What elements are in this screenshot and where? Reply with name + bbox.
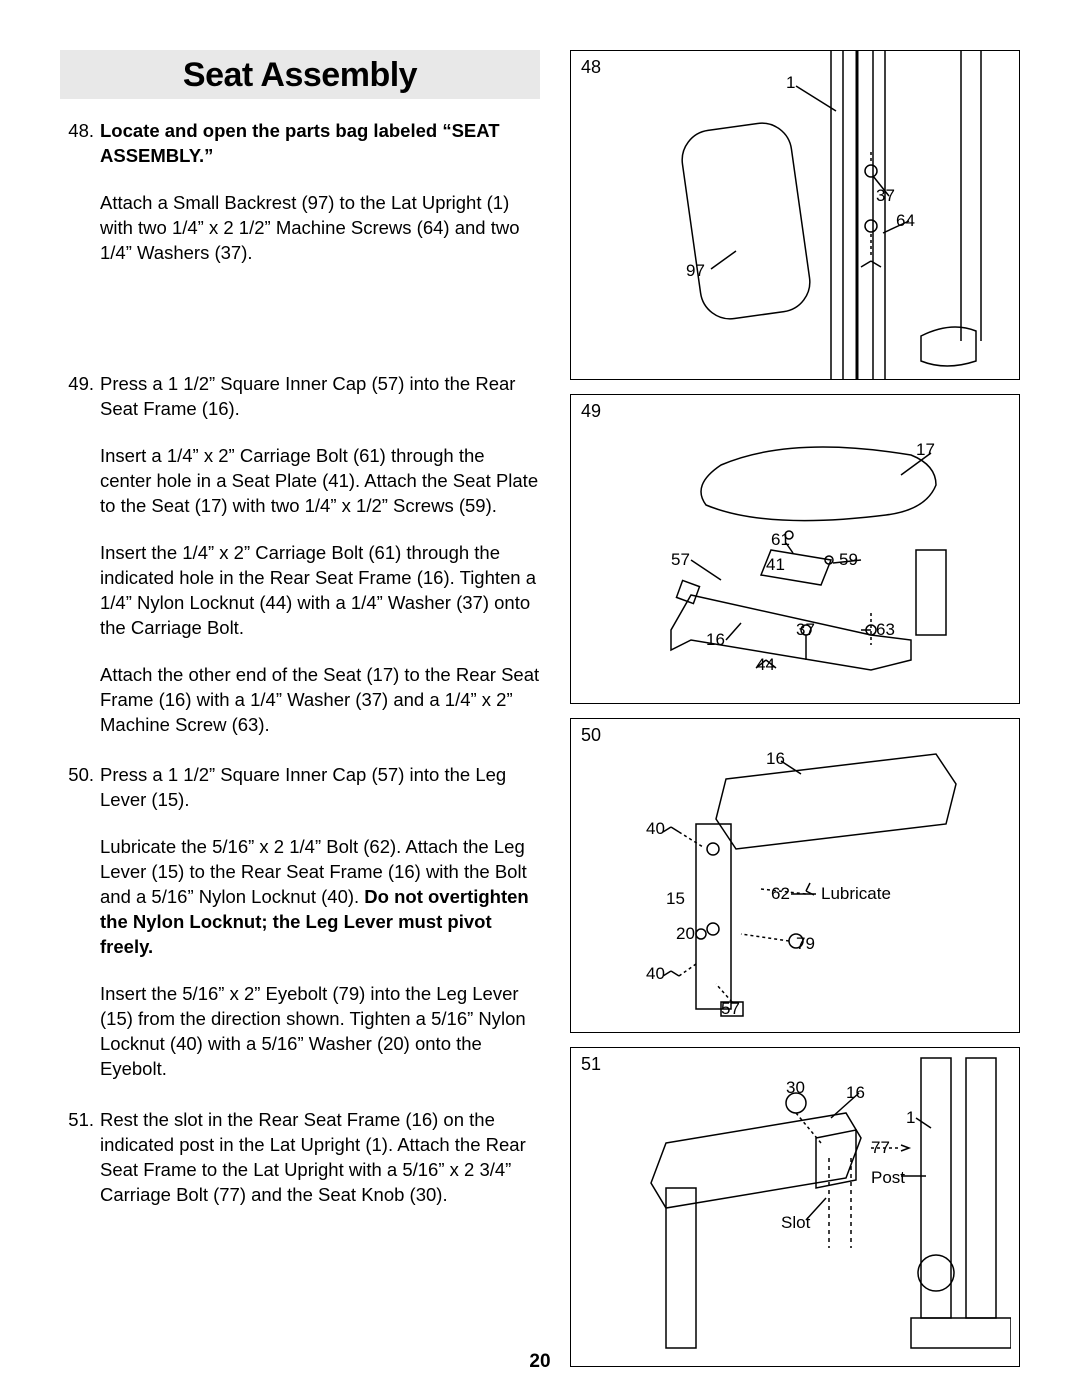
callout: Lubricate [821, 884, 891, 904]
callout: 44 [756, 655, 775, 675]
step-number: 51. [60, 1108, 100, 1208]
step-number: 50. [60, 763, 100, 1082]
callout: 17 [916, 440, 935, 460]
figure-49: 49 [570, 394, 1020, 704]
callout: 79 [796, 934, 815, 954]
callout: 57 [721, 999, 740, 1019]
callout: 64 [896, 211, 915, 231]
callout: Post [871, 1168, 905, 1188]
figure-number: 49 [581, 401, 601, 422]
callout: 40 [646, 964, 665, 984]
step-body: Rest the slot in the Rear Seat Frame (16… [100, 1108, 540, 1208]
callout: 37 [796, 620, 815, 640]
callout: 1 [906, 1108, 915, 1128]
section-title-bar: Seat Assembly [60, 50, 540, 99]
step-body: Press a 1 1/2” Square Inner Cap (57) int… [100, 372, 540, 738]
callout: 37 [876, 186, 895, 206]
section-title: Seat Assembly [60, 56, 540, 95]
step-number: 49. [60, 372, 100, 738]
callout: 15 [666, 889, 685, 909]
step-para: Lubricate the 5/16” x 2 1/4” Bolt (62). … [100, 835, 540, 960]
step-48: 48. Locate and open the parts bag labele… [60, 119, 540, 266]
step-para: Rest the slot in the Rear Seat Frame (16… [100, 1108, 540, 1208]
step-body: Press a 1 1/2” Square Inner Cap (57) int… [100, 763, 540, 1082]
step-para: Insert the 5/16” x 2” Eyebolt (79) into … [100, 982, 540, 1082]
callout: 16 [706, 630, 725, 650]
figures-column: 48 [570, 50, 1020, 1367]
callout: 59 [839, 550, 858, 570]
figure-number: 51 [581, 1054, 601, 1075]
figure-51: 51 [570, 1047, 1020, 1367]
step-para: Press a 1 1/2” Square Inner Cap (57) int… [100, 763, 540, 813]
diagram-50 [571, 719, 1011, 1033]
figure-50: 50 [570, 718, 1020, 1033]
callout: Slot [781, 1213, 810, 1233]
step-number: 48. [60, 119, 100, 266]
page-number: 20 [0, 1351, 1080, 1373]
step-body: Locate and open the parts bag labeled “S… [100, 119, 540, 266]
callout: 41 [766, 555, 785, 575]
diagram-48 [571, 51, 1011, 380]
instructions-column: Seat Assembly 48. Locate and open the pa… [60, 50, 550, 1367]
page-content: Seat Assembly 48. Locate and open the pa… [60, 50, 1020, 1367]
callout: 62 [771, 884, 790, 904]
figure-number: 48 [581, 57, 601, 78]
callout: 16 [846, 1083, 865, 1103]
figure-48: 48 [570, 50, 1020, 380]
figure-number: 50 [581, 725, 601, 746]
callout: 16 [766, 749, 785, 769]
step-para: Attach a Small Backrest (97) to the Lat … [100, 191, 540, 266]
step-50: 50. Press a 1 1/2” Square Inner Cap (57)… [60, 763, 540, 1082]
step-lead: Locate and open the parts bag labeled “S… [100, 119, 540, 169]
callout: 1 [786, 73, 795, 93]
step-para: Attach the other end of the Seat (17) to… [100, 663, 540, 738]
callout: 63 [876, 620, 895, 640]
callout: 61 [771, 530, 790, 550]
step-para: Press a 1 1/2” Square Inner Cap (57) int… [100, 372, 540, 422]
step-51: 51. Rest the slot in the Rear Seat Frame… [60, 1108, 540, 1208]
callout: 40 [646, 819, 665, 839]
diagram-49 [571, 395, 1011, 704]
callout: 97 [686, 261, 705, 281]
step-49: 49. Press a 1 1/2” Square Inner Cap (57)… [60, 372, 540, 738]
callout: 77 [871, 1138, 890, 1158]
step-para: Insert a 1/4” x 2” Carriage Bolt (61) th… [100, 444, 540, 519]
step-para: Insert the 1/4” x 2” Carriage Bolt (61) … [100, 541, 540, 641]
callout: 30 [786, 1078, 805, 1098]
callout: 57 [671, 550, 690, 570]
callout: 20 [676, 924, 695, 944]
